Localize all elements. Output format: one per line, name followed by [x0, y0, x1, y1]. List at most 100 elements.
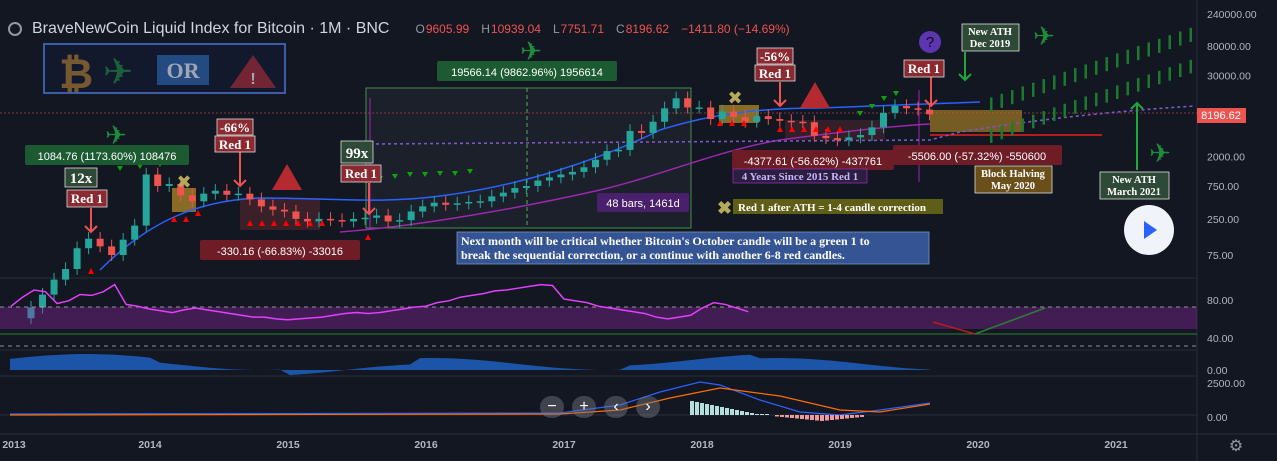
low-value: 7751.71	[560, 22, 605, 36]
rsi-band	[0, 307, 1197, 329]
projection-candle	[1000, 125, 1003, 140]
warning-icon	[800, 82, 830, 108]
y-tick-label: 250.00	[1207, 214, 1239, 226]
open-value: 9605.99	[425, 22, 470, 36]
svg-text:48 bars, 1461d: 48 bars, 1461d	[606, 198, 679, 210]
macd-hist-bar	[815, 415, 819, 421]
scroll-right-button[interactable]: ›	[636, 396, 660, 418]
candle	[534, 180, 542, 186]
red-arrow	[773, 99, 787, 108]
x-tick-label: 2019	[828, 439, 852, 451]
macd-hist-bar	[855, 415, 859, 418]
candle	[131, 225, 139, 240]
projection-candle	[1116, 85, 1119, 99]
svg-text:Red 1: Red 1	[759, 66, 791, 81]
x-tick-label: 2013	[2, 439, 26, 451]
x-tick-label: 2021	[1104, 439, 1128, 451]
projection-candle	[1000, 93, 1003, 108]
symbol-title[interactable]: BraveNewCoin Liquid Index for Bitcoin · …	[32, 20, 390, 37]
airplane-icon: ✈	[1033, 21, 1055, 51]
red1-label-2013: Red 1	[66, 189, 108, 208]
macd-hist-bar	[775, 415, 779, 417]
macd-hist-bar	[810, 415, 814, 420]
sell-marker	[717, 120, 723, 126]
chart-header: BraveNewCoin Liquid Index for Bitcoin · …	[8, 18, 790, 40]
buy-marker	[869, 104, 875, 109]
scroll-left-button[interactable]: ‹	[604, 396, 628, 418]
loss-label-2019: -5506.00 (-57.32%) -550600	[893, 145, 1062, 165]
macd-tick-label: 2500.00	[1207, 378, 1245, 390]
svg-text:-56%: -56%	[760, 49, 790, 64]
svg-text:-330.16 (-66.83%) -33016: -330.16 (-66.83%) -33016	[217, 246, 343, 258]
symbol-dot-icon[interactable]	[8, 22, 22, 36]
svg-text:!: !	[250, 71, 255, 88]
airplane-icon: ✈	[105, 120, 127, 150]
candle	[810, 122, 818, 136]
red1-after-ath-note: Red 1 after ATH = 1-4 candle correction …	[717, 198, 943, 218]
airplane-icon: ✈	[103, 51, 133, 92]
projection-candle	[1126, 49, 1129, 64]
play-button[interactable]	[1124, 205, 1174, 255]
candle	[442, 202, 450, 205]
candle	[211, 190, 219, 194]
candle	[430, 202, 438, 207]
zoom-in-button[interactable]: +	[572, 396, 596, 418]
macd-hist-bar	[695, 402, 699, 415]
buy-marker	[881, 96, 887, 101]
macd-hist-bar	[750, 413, 754, 415]
logo-or-text: OR	[167, 58, 201, 83]
x-tick-label: 2017	[552, 439, 576, 451]
projection-candle	[1179, 63, 1182, 78]
candle	[695, 107, 703, 109]
rsi-arrow	[932, 321, 976, 335]
projection-candle	[1032, 114, 1035, 129]
svg-text:-66%: -66%	[220, 120, 250, 135]
y-tick-label: 2000.00	[1207, 152, 1245, 164]
macd-hist-bar	[800, 415, 804, 419]
bars-count-label: 48 bars, 1461d	[597, 193, 689, 212]
ma-line	[339, 123, 931, 233]
ath-2019-label: New ATH Dec 2019	[961, 23, 1020, 52]
loss-label-2015: -330.16 (-66.83%) -33016	[200, 240, 360, 260]
projection-candle	[1021, 86, 1024, 101]
y-tick-label: 75.00	[1207, 250, 1233, 262]
candle	[718, 111, 726, 120]
svg-text:19566.14 (9862.96%) 1956614: 19566.14 (9862.96%) 1956614	[451, 67, 603, 79]
candle	[914, 108, 922, 110]
x-icon: ✖	[727, 88, 742, 108]
macd-hist-bar	[825, 415, 829, 421]
axes: 240000.00 80000.00 30000.00 2000.00 750.00 25…	[2, 9, 1256, 455]
candle	[845, 137, 853, 141]
candle	[638, 130, 646, 133]
macd-hist-bar	[715, 406, 719, 415]
annotation-99x: 99x	[340, 140, 374, 164]
svg-text:New ATH: New ATH	[968, 27, 1012, 38]
red1-label-2014: -66% Red 1	[214, 118, 256, 153]
x-icon: ✖	[176, 172, 191, 192]
sell-marker	[307, 220, 313, 226]
projection-candle	[1116, 53, 1119, 68]
svg-text:Red 1: Red 1	[71, 191, 103, 206]
sell-marker	[259, 220, 265, 226]
projection-candle	[1032, 82, 1035, 97]
candle	[234, 193, 242, 196]
candle	[246, 193, 254, 200]
sell-marker	[247, 220, 253, 226]
loss-label-2018: -4377.61 (-56.62%) -437761	[732, 150, 894, 170]
projection-candle	[1074, 100, 1077, 114]
svg-text:1084.76 (1173.60%) 108476: 1084.76 (1173.60%) 108476	[38, 151, 177, 163]
question-icon	[919, 31, 941, 53]
red1-label-2019: Red 1	[903, 59, 945, 78]
zoom-out-button[interactable]: −	[540, 396, 564, 418]
projection-candle	[1189, 27, 1192, 42]
close-value: 8196.62	[625, 22, 670, 36]
sell-marker	[283, 220, 289, 226]
candle	[684, 98, 692, 108]
gain-label-2017: 19566.14 (9862.96%) 1956614	[437, 61, 617, 81]
sell-marker	[801, 126, 807, 132]
candle	[280, 209, 288, 212]
question-icon: ?	[926, 34, 934, 51]
sell-marker	[271, 220, 277, 226]
candle	[672, 98, 680, 109]
projection-candle	[1158, 70, 1161, 85]
